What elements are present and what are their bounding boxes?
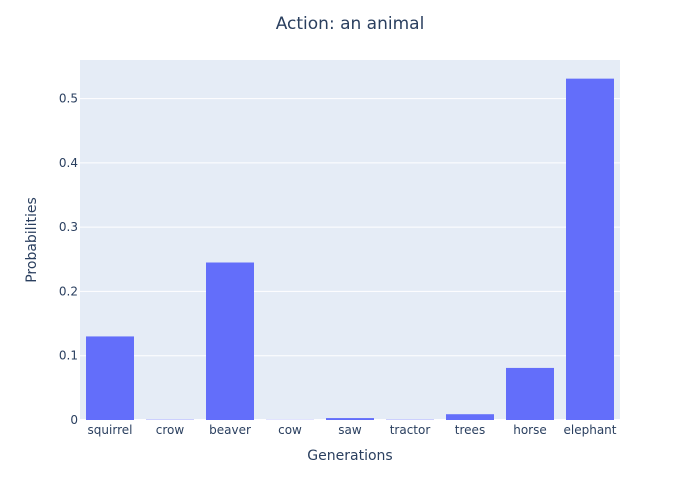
bars	[86, 78, 614, 421]
y-tick-labels: 0 0.1 0.2 0.3 0.4 0.5	[59, 92, 78, 427]
y-tick-label: 0.4	[59, 156, 78, 170]
x-tick-label-tractor: tractor	[390, 423, 431, 437]
y-tick-label: 0	[70, 413, 78, 427]
x-tick-label-saw: saw	[338, 423, 362, 437]
y-tick-label: 0.3	[59, 220, 78, 234]
bar-horse[interactable]	[506, 367, 554, 420]
y-tick-label: 0.5	[59, 92, 78, 106]
x-tick-label-elephant: elephant	[564, 423, 617, 437]
y-axis-title: Probabilities	[24, 197, 40, 283]
y-tick-label: 0.1	[59, 349, 78, 363]
x-tick-label-cow: cow	[278, 423, 302, 437]
bar-saw[interactable]	[326, 418, 374, 420]
x-tick-label-trees: trees	[455, 423, 485, 437]
x-tick-label-crow: crow	[156, 423, 185, 437]
x-tick-label-horse: horse	[513, 423, 547, 437]
chart-title: Action: an animal	[276, 14, 425, 34]
y-tick-label: 0.2	[59, 284, 78, 298]
x-tick-labels: squirrel crow beaver cow saw tractor trees hors…	[88, 423, 617, 437]
x-tick-label-beaver: beaver	[209, 423, 251, 437]
bar-beaver[interactable]	[206, 262, 254, 421]
bar-squirrel[interactable]	[86, 336, 134, 420]
bar-trees[interactable]	[446, 414, 494, 420]
plot-area-background	[80, 60, 620, 420]
bar-elephant[interactable]	[566, 78, 614, 421]
x-tick-label-squirrel: squirrel	[88, 423, 133, 437]
x-axis-title: Generations	[307, 448, 392, 464]
